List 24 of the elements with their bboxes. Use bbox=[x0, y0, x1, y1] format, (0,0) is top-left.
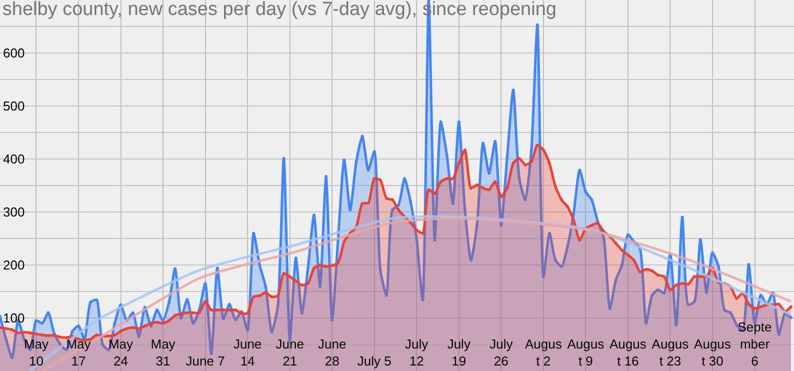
x-tick-label: Augus t 23 bbox=[652, 336, 690, 368]
y-tick-label: 600 bbox=[3, 46, 25, 61]
x-tick-label: June 7 bbox=[186, 353, 225, 368]
x-tick-label: Augus t 16 bbox=[610, 336, 647, 368]
x-tick-label: July 19 bbox=[447, 336, 471, 368]
x-tick-label: Septe mber 6 bbox=[738, 320, 772, 368]
x-tick-label: Augus t 2 bbox=[524, 336, 562, 368]
x-tick-label: May 17 bbox=[66, 336, 92, 368]
y-tick-label: 100 bbox=[3, 310, 25, 326]
x-tick-label: July 5 bbox=[357, 353, 392, 368]
x-tick-label: Augus t 30 bbox=[694, 336, 732, 368]
y-tick-label: 200 bbox=[3, 258, 25, 273]
x-tick-label: May 24 bbox=[108, 336, 134, 368]
y-tick-label: 400 bbox=[3, 152, 25, 167]
x-tick-label: May 10 bbox=[24, 336, 50, 368]
x-tick-label: May 31 bbox=[150, 336, 176, 368]
x-tick-label: July 26 bbox=[490, 336, 514, 368]
x-tick-label: July 12 bbox=[405, 336, 429, 368]
x-tick-label: June 14 bbox=[233, 336, 262, 368]
y-tick-label: 500 bbox=[3, 98, 25, 114]
y-tick-label: 300 bbox=[3, 204, 25, 220]
x-tick-label: June 28 bbox=[318, 336, 346, 368]
x-tick-label: June 21 bbox=[276, 336, 304, 368]
x-tick-label: Augus t 9 bbox=[567, 336, 605, 368]
